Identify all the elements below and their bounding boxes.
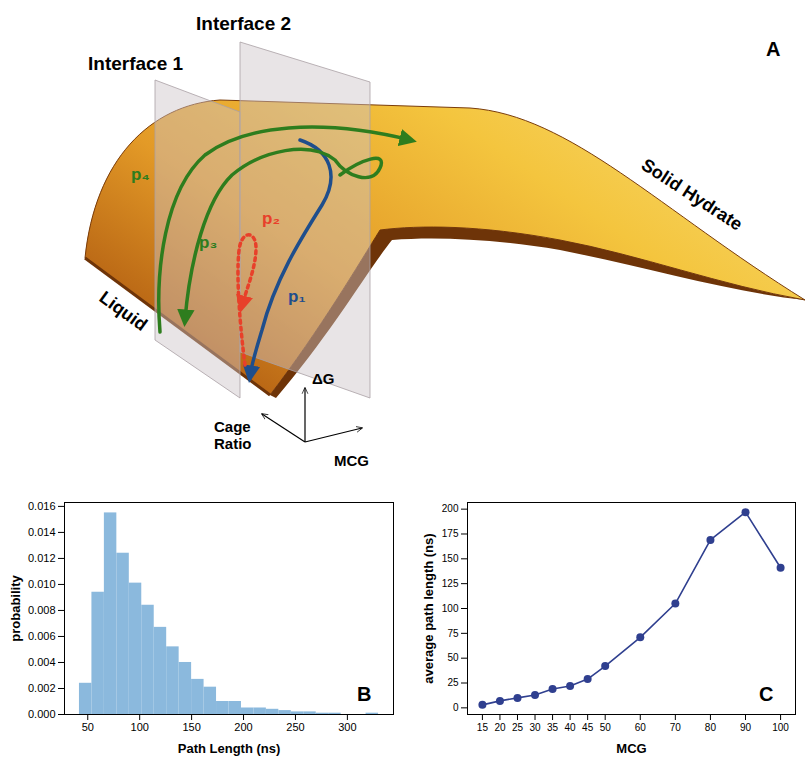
svg-text:Interface 2: Interface 2 (196, 13, 291, 34)
svg-text:Path Length (ns): Path Length (ns) (178, 741, 281, 756)
svg-text:300: 300 (338, 721, 356, 733)
svg-text:100: 100 (131, 721, 149, 733)
svg-text:p₁: p₁ (288, 287, 305, 306)
svg-text:Liquid: Liquid (96, 287, 151, 335)
svg-text:200: 200 (442, 503, 459, 514)
svg-text:100: 100 (772, 722, 789, 733)
svg-text:125: 125 (442, 578, 459, 589)
svg-text:70: 70 (670, 722, 682, 733)
svg-text:Interface 1: Interface 1 (88, 53, 183, 74)
svg-text:100: 100 (442, 603, 459, 614)
svg-text:probability: probability (8, 575, 23, 642)
svg-text:50: 50 (447, 652, 459, 663)
svg-text:50: 50 (82, 721, 94, 733)
svg-text:30: 30 (529, 722, 541, 733)
svg-text:35: 35 (547, 722, 559, 733)
svg-text:CageRatio: CageRatio (214, 418, 252, 452)
svg-text:C: C (759, 683, 773, 705)
svg-text:90: 90 (740, 722, 752, 733)
svg-text:MCG: MCG (616, 741, 646, 756)
svg-text:0: 0 (453, 702, 459, 713)
svg-text:80: 80 (705, 722, 717, 733)
svg-text:20: 20 (494, 722, 506, 733)
svg-text:0.016: 0.016 (28, 500, 56, 512)
svg-text:40: 40 (565, 722, 577, 733)
svg-text:0.008: 0.008 (28, 604, 56, 616)
svg-text:B: B (357, 683, 371, 705)
svg-text:150: 150 (442, 553, 459, 564)
svg-text:50: 50 (600, 722, 612, 733)
svg-text:Solid Hydrate: Solid Hydrate (638, 155, 746, 235)
svg-text:75: 75 (447, 628, 459, 639)
svg-text:45: 45 (582, 722, 594, 733)
svg-text:0.000: 0.000 (28, 708, 56, 720)
svg-text:0.002: 0.002 (28, 682, 56, 694)
svg-text:0.006: 0.006 (28, 630, 56, 642)
svg-text:175: 175 (442, 528, 459, 539)
svg-text:A: A (766, 38, 780, 60)
svg-text:15: 15 (477, 722, 489, 733)
svg-text:0.014: 0.014 (28, 526, 56, 538)
svg-text:200: 200 (234, 721, 252, 733)
svg-text:25: 25 (447, 677, 459, 688)
svg-text:average path length (ns): average path length (ns) (421, 533, 436, 683)
svg-text:250: 250 (286, 721, 304, 733)
svg-text:25: 25 (512, 722, 524, 733)
svg-text:150: 150 (182, 721, 200, 733)
svg-text:0.004: 0.004 (28, 656, 56, 668)
svg-text:p₂: p₂ (262, 209, 280, 228)
svg-text:0.010: 0.010 (28, 578, 56, 590)
svg-text:0.012: 0.012 (28, 552, 56, 564)
svg-text:60: 60 (635, 722, 647, 733)
svg-text:MCG: MCG (334, 452, 369, 469)
svg-text:p₃: p₃ (199, 233, 217, 252)
svg-text:p₄: p₄ (131, 165, 150, 184)
svg-text:ΔG: ΔG (312, 370, 334, 387)
